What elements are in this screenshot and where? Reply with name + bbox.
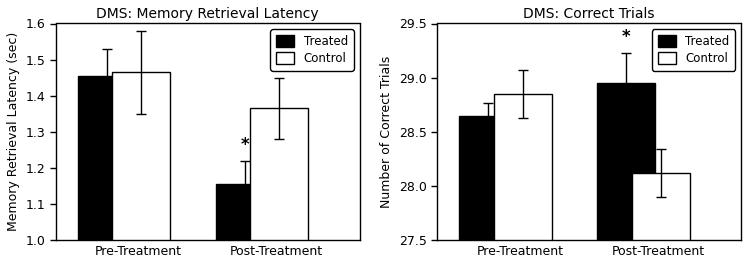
Y-axis label: Number of Correct Trials: Number of Correct Trials: [381, 56, 393, 208]
Bar: [632, 173, 690, 265]
Bar: [459, 116, 518, 265]
Bar: [216, 184, 274, 265]
Title: DMS: Memory Retrieval Latency: DMS: Memory Retrieval Latency: [96, 7, 319, 21]
Bar: [78, 76, 136, 265]
Bar: [251, 108, 308, 265]
Bar: [494, 94, 552, 265]
Legend: Treated, Control: Treated, Control: [271, 29, 354, 71]
Y-axis label: Memory Retrieval Latency (sec): Memory Retrieval Latency (sec): [7, 32, 20, 231]
Text: *: *: [241, 136, 249, 154]
Bar: [598, 83, 655, 265]
Legend: Treated, Control: Treated, Control: [652, 29, 735, 71]
Bar: [112, 72, 171, 265]
Title: DMS: Correct Trials: DMS: Correct Trials: [524, 7, 655, 21]
Text: *: *: [622, 28, 631, 46]
